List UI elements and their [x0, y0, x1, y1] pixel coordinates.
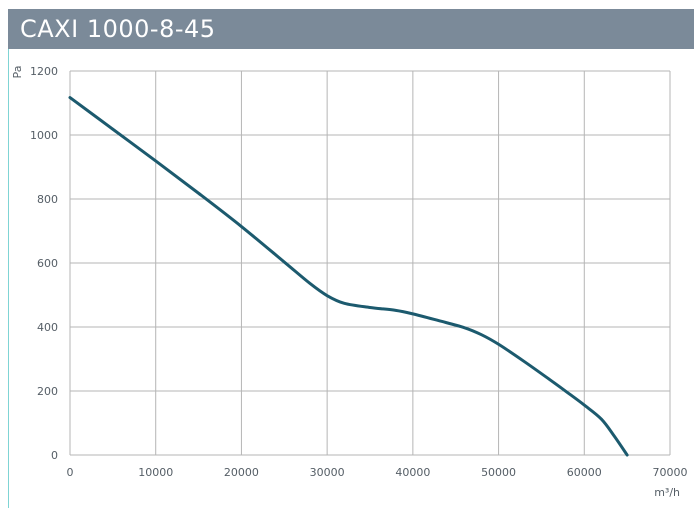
y-tick-label: 200 [37, 385, 58, 398]
accent-rule [8, 49, 9, 508]
x-tick-label: 40000 [395, 466, 430, 479]
y-tick-label: 400 [37, 321, 58, 334]
x-tick-label: 70000 [653, 466, 688, 479]
y-tick-label: 1200 [30, 65, 58, 78]
x-tick-label: 30000 [310, 466, 345, 479]
y-tick-label: 600 [37, 257, 58, 270]
y-axis-label: Pa [11, 66, 24, 79]
y-tick-labels: 0 200 400 600 800 1000 1200 [30, 65, 58, 462]
series-line [68, 96, 629, 457]
x-tick-label: 10000 [138, 466, 173, 479]
grid [69, 70, 671, 456]
x-tick-label: 20000 [224, 466, 259, 479]
y-tick-label: 800 [37, 193, 58, 206]
x-tick-label: 0 [67, 466, 74, 479]
chart-title: CAXI 1000-8-45 [20, 15, 216, 43]
y-tick-label: 0 [51, 449, 58, 462]
x-tick-labels: 0 10000 20000 30000 40000 50000 60000 70000 [67, 466, 688, 479]
title-bar: CAXI 1000-8-45 [8, 9, 694, 49]
x-axis-label: m³/h [654, 486, 680, 499]
x-tick-label: 50000 [481, 466, 516, 479]
y-tick-label: 1000 [30, 129, 58, 142]
x-tick-label: 60000 [567, 466, 602, 479]
